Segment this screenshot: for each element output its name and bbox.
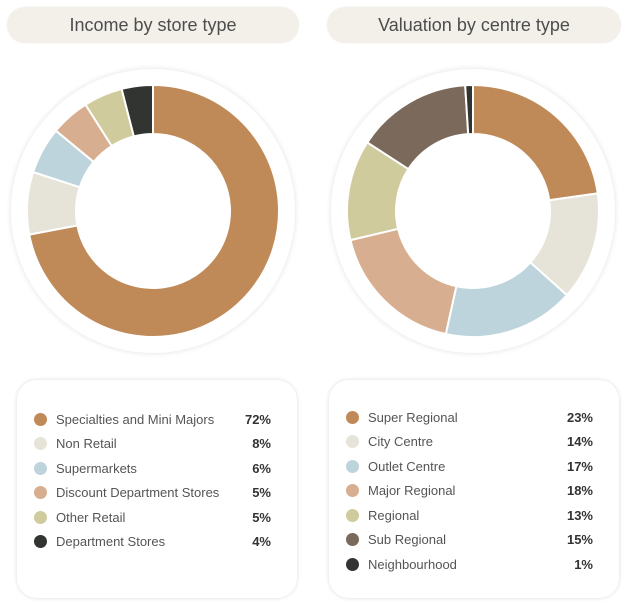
- income-legend-item-supermarkets: Supermarkets 6%: [17, 458, 297, 478]
- legend-value: 15%: [566, 532, 593, 547]
- legend-label: Sub Regional: [368, 532, 447, 547]
- legend-swatch: [346, 557, 359, 571]
- legend-value: 6%: [252, 460, 271, 476]
- legend-label: City Centre: [368, 434, 434, 449]
- valuation-donut-chart: [346, 83, 600, 338]
- legend-value: 18%: [566, 483, 593, 498]
- legend-swatch: [346, 484, 359, 497]
- income-legend-item-discount-department-stores: Discount Department Stores 5%: [17, 483, 297, 503]
- legend-value: 72%: [244, 411, 271, 427]
- legend-label: Specialties and Mini Majors: [56, 411, 215, 427]
- chart-title-income: Income by store type: [7, 7, 299, 43]
- legend-swatch: [34, 412, 47, 426]
- valuation-legend-card: Super Regional 23% City Centre 14% Outlet Ce…: [329, 380, 619, 598]
- legend-value: 5%: [252, 485, 271, 500]
- legend-value: 1%: [574, 556, 593, 572]
- legend-label: Neighbourhood: [368, 556, 457, 572]
- legend-swatch: [34, 510, 47, 524]
- legend-label: Major Regional: [368, 483, 456, 498]
- legend-label: Department Stores: [56, 534, 166, 549]
- valuation-donut-container: [331, 69, 615, 353]
- income-legend-item-department-stores: Department Stores 4%: [17, 532, 297, 552]
- legend-swatch: [34, 437, 47, 450]
- income-legend-item-other-retail: Other Retail 5%: [17, 507, 297, 527]
- legend-value: 17%: [566, 458, 593, 474]
- legend-value: 13%: [566, 507, 593, 523]
- legend-swatch: [34, 461, 47, 475]
- valuation-legend-item-super-regional: Super Regional 23%: [329, 407, 619, 427]
- legend-swatch: [346, 508, 359, 522]
- legend-value: 5%: [252, 509, 271, 525]
- legend-value: 23%: [566, 409, 593, 425]
- legend-label: Discount Department Stores: [56, 485, 220, 500]
- legend-swatch: [346, 410, 359, 424]
- valuation-legend-item-outlet-centre: Outlet Centre 17%: [329, 456, 619, 476]
- legend-value: 4%: [252, 534, 271, 549]
- valuation-legend-item-neighbourhood: Neighbourhood 1%: [329, 554, 619, 574]
- income-legend-item-non-retail: Non Retail 8%: [17, 434, 297, 454]
- legend-swatch: [346, 459, 359, 473]
- valuation-donut-hole: [397, 135, 549, 287]
- chart-title-valuation: Valuation by centre type: [327, 7, 621, 43]
- legend-label: Outlet Centre: [368, 458, 446, 474]
- legend-label: Super Regional: [368, 409, 458, 425]
- legend-swatch: [346, 533, 359, 546]
- legend-swatch: [34, 486, 47, 499]
- valuation-legend-item-sub-regional: Sub Regional 15%: [329, 530, 619, 550]
- income-donut-chart: [26, 83, 280, 338]
- income-legend-item-specialties-and-mini-majors: Specialties and Mini Majors 72%: [17, 409, 297, 429]
- valuation-legend-item-city-centre: City Centre 14%: [329, 432, 619, 452]
- legend-label: Non Retail: [56, 436, 117, 451]
- legend-swatch: [346, 435, 359, 448]
- legend-swatch: [34, 535, 47, 548]
- valuation-legend-item-major-regional: Major Regional 18%: [329, 481, 619, 501]
- legend-value: 8%: [252, 436, 271, 451]
- income-legend-card: Specialties and Mini Majors 72% Non Retail…: [17, 380, 297, 598]
- legend-label: Supermarkets: [56, 460, 137, 476]
- income-slice-department-stores: [120, 83, 154, 138]
- valuation-legend-item-regional: Regional 13%: [329, 505, 619, 525]
- legend-label: Regional: [368, 507, 420, 523]
- income-slice-specialties-and-mini-majors: [28, 83, 280, 338]
- legend-label: Other Retail: [56, 509, 126, 525]
- legend-value: 14%: [566, 434, 593, 449]
- income-donut-container: [11, 69, 295, 353]
- income-donut-hole: [77, 135, 229, 287]
- valuation-slice-neighbourhood: [464, 83, 474, 136]
